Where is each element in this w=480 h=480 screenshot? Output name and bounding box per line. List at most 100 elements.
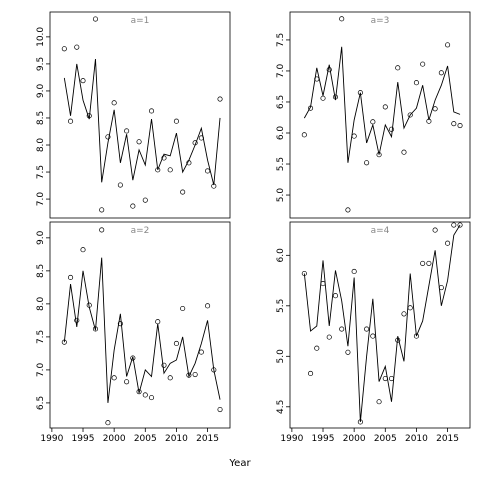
observed-point xyxy=(388,126,395,132)
y-tick-label: 8.0 xyxy=(36,296,46,311)
observed-point xyxy=(451,121,457,127)
observed-point xyxy=(186,372,192,378)
observed-point xyxy=(339,16,345,22)
observed-point xyxy=(370,119,376,125)
observed-point xyxy=(180,305,186,312)
fit-line xyxy=(63,257,221,403)
y-tick-label: 10.0 xyxy=(36,27,46,47)
observed-point xyxy=(99,207,105,213)
observed-point xyxy=(92,16,99,22)
observed-point xyxy=(198,349,204,355)
y-tick-label: 4.5 xyxy=(276,400,286,414)
observed-point xyxy=(451,222,457,228)
observed-point xyxy=(142,197,148,203)
y-tick-label: 5.0 xyxy=(276,188,286,203)
observed-point xyxy=(167,167,173,173)
observed-point xyxy=(105,420,111,426)
y-tick-label: 8.5 xyxy=(36,264,46,278)
observed-point xyxy=(376,399,382,405)
observed-point xyxy=(80,247,86,253)
observed-point xyxy=(357,90,363,96)
panel-frame xyxy=(49,11,231,219)
observed-point xyxy=(401,311,407,317)
strip-title: a=4 xyxy=(371,226,390,236)
x-tick-label: 2000 xyxy=(343,434,366,444)
observed-point xyxy=(357,419,363,425)
observed-point xyxy=(326,334,332,340)
observed-point xyxy=(205,168,211,174)
x-tick-label: 2015 xyxy=(196,434,219,444)
observed-point xyxy=(80,78,86,84)
observed-point xyxy=(420,61,426,67)
observed-point xyxy=(124,379,130,385)
observed-point xyxy=(332,293,339,299)
observed-point xyxy=(198,135,204,141)
observed-point xyxy=(136,389,142,395)
observed-point xyxy=(395,65,401,71)
y-tick-label: 9.0 xyxy=(36,230,46,245)
observed-point xyxy=(136,139,142,145)
x-tick-label: 2000 xyxy=(103,434,126,444)
observed-point xyxy=(124,128,130,134)
observed-point xyxy=(130,203,136,209)
observed-point xyxy=(161,155,167,161)
y-tick-label: 6.5 xyxy=(276,95,286,109)
observed-point xyxy=(111,375,117,381)
observed-point xyxy=(92,326,99,332)
observed-point xyxy=(105,134,111,140)
observed-point xyxy=(345,207,351,213)
observed-point xyxy=(351,268,357,275)
observed-point xyxy=(457,222,463,228)
observed-point xyxy=(192,371,198,378)
observed-point xyxy=(61,46,67,52)
observed-point xyxy=(445,42,451,48)
observed-point xyxy=(420,260,426,266)
observed-point xyxy=(148,395,155,401)
y-tick-label: 6.5 xyxy=(36,396,46,410)
y-tick-label: 7.5 xyxy=(36,330,46,344)
observed-point xyxy=(155,319,161,325)
observed-point xyxy=(301,132,307,138)
x-tick-label: 2015 xyxy=(436,434,459,444)
observed-point xyxy=(61,339,67,345)
observed-point xyxy=(211,367,217,373)
observed-point xyxy=(301,270,307,277)
panel-frame xyxy=(289,221,471,429)
fit-line xyxy=(303,46,461,163)
observed-point xyxy=(167,375,173,381)
y-tick-label: 5.0 xyxy=(276,349,286,364)
observed-point xyxy=(111,100,117,106)
observed-point xyxy=(320,281,326,287)
observed-point xyxy=(364,326,370,332)
observed-point xyxy=(445,240,451,246)
observed-point xyxy=(401,149,407,155)
observed-point xyxy=(161,362,167,368)
observed-point xyxy=(364,160,370,166)
panel-frame xyxy=(49,221,231,429)
y-tick-label: 5.5 xyxy=(276,157,286,171)
observed-point xyxy=(173,118,179,124)
observed-point xyxy=(351,133,357,139)
observed-point xyxy=(320,95,326,101)
observed-point xyxy=(426,260,432,266)
observed-point xyxy=(86,302,92,308)
observed-point xyxy=(413,80,419,86)
observed-point xyxy=(432,106,438,112)
observed-point xyxy=(438,285,444,291)
observed-point xyxy=(407,112,413,118)
observed-point xyxy=(217,96,223,102)
y-tick-label: 9.0 xyxy=(36,84,46,99)
observed-point xyxy=(308,370,314,377)
observed-point xyxy=(438,70,444,76)
observed-point xyxy=(142,392,148,398)
observed-point xyxy=(117,182,123,188)
fit-line xyxy=(303,224,461,422)
observed-point xyxy=(388,375,395,382)
y-tick-label: 7.0 xyxy=(276,64,286,79)
observed-point xyxy=(217,406,223,413)
observed-point xyxy=(74,44,80,50)
y-tick-label: 7.0 xyxy=(36,192,46,207)
observed-point xyxy=(382,104,388,110)
